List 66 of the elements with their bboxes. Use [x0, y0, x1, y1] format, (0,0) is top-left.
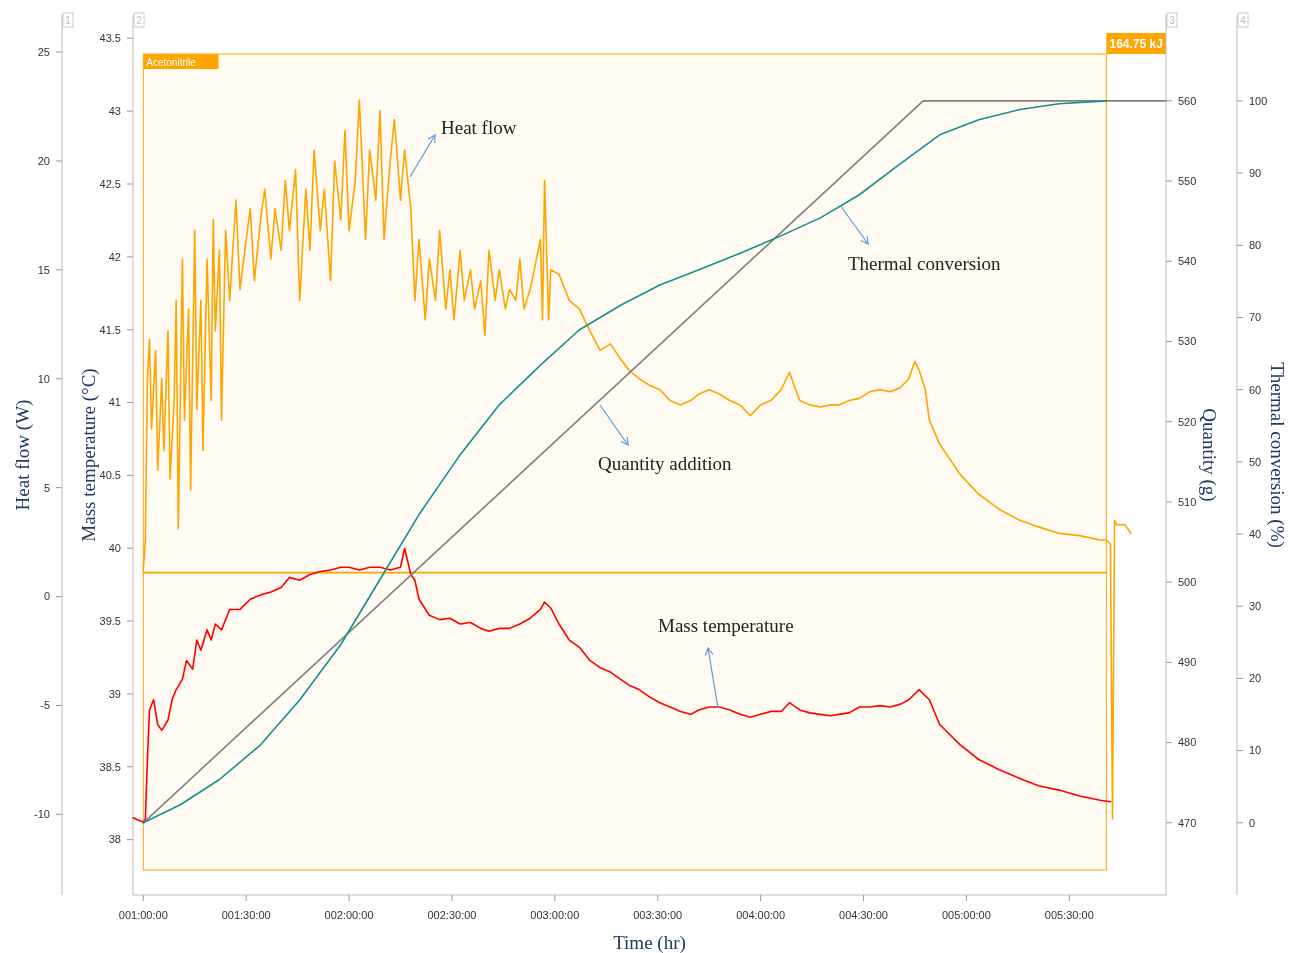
y3-tick-label: 540	[1178, 255, 1197, 268]
y3-tick-label: 560	[1178, 94, 1197, 107]
y-tick-label: 100	[1249, 94, 1268, 107]
y-tick-label: -10	[34, 808, 50, 821]
y-tick-label: 30	[1249, 600, 1262, 613]
y2-tick-label: 38	[108, 833, 121, 846]
x-tick-label: 005:30:00	[1044, 909, 1094, 921]
y2-tick-label: 42	[108, 250, 121, 263]
y-axis-title: Thermal conversion (%)	[1266, 362, 1289, 548]
x-tick-label: 001:00:00	[118, 909, 168, 921]
x-tick-label: 002:00:00	[324, 909, 374, 921]
y2-tick-label: 43	[108, 105, 121, 118]
y-axis-title: Heat flow (W)	[11, 399, 34, 511]
y2-tick-label: 39	[108, 687, 121, 700]
y-tick-label: 0	[43, 590, 50, 603]
band-label: Acetonitrile	[146, 57, 197, 68]
text: 1	[65, 15, 72, 26]
y2-axis-title: Mass temperature (°C)	[77, 368, 100, 542]
y-tick-label: 0	[1249, 816, 1256, 829]
y3-tick-label: 530	[1178, 335, 1197, 348]
y2-tick-label: 40.5	[99, 469, 121, 482]
y-tick-label: 10	[1249, 744, 1262, 757]
y-tick-label: 10	[37, 372, 50, 385]
y-tick-label: 5	[43, 481, 50, 494]
x-tick-label: 003:30:00	[633, 909, 683, 921]
text: Thermal conversion	[848, 253, 1001, 274]
y3-tick-label: 510	[1178, 495, 1197, 508]
y2-tick-label: 39.5	[99, 614, 121, 627]
y2-tick-label: 42.5	[99, 177, 121, 190]
y3-tick-label: 520	[1178, 415, 1197, 428]
text: 4	[1240, 15, 1247, 26]
x-tick-label: 002:30:00	[427, 909, 477, 921]
text: 3	[1169, 15, 1176, 26]
text: Mass temperature	[658, 615, 794, 636]
x-tick-label: 003:00:00	[530, 909, 580, 921]
series-label: Quantity addition	[598, 453, 733, 474]
y3-tick-label: 480	[1178, 736, 1197, 749]
y-tick-label: 70	[1249, 311, 1262, 324]
y2-tick-label: 43.5	[99, 32, 121, 45]
y-tick-label: 20	[37, 154, 50, 167]
y2-tick-label: 41	[108, 396, 121, 409]
x-tick-label: 004:00:00	[736, 909, 786, 921]
y-tick-label: 25	[37, 45, 50, 58]
y2-tick-label: 40	[108, 542, 121, 555]
x-tick-label: 001:30:00	[221, 909, 271, 921]
y-tick-label: 50	[1249, 455, 1262, 468]
y-tick-label: 20	[1249, 672, 1262, 685]
y3-tick-label: 500	[1178, 576, 1197, 588]
annotation: 2	[136, 15, 143, 26]
y3-axis-title: Quantity (g)	[1198, 408, 1221, 502]
y-tick-label: -5	[40, 699, 50, 712]
y-tick-label: 60	[1249, 383, 1262, 396]
y2-tick-label: 38.5	[99, 760, 121, 773]
y-tick-label: 80	[1249, 239, 1262, 252]
y3-tick-label: 550	[1178, 174, 1197, 187]
x-axis-title: Time (hr)	[613, 932, 686, 953]
y3-tick-label: 470	[1178, 816, 1197, 829]
x-tick-label: 004:30:00	[839, 909, 888, 921]
text: Heat flow	[441, 117, 517, 138]
y2-tick-label: 41.5	[99, 323, 121, 336]
x-tick-label: 005:00:00	[941, 909, 991, 921]
y3-tick-label: 490	[1178, 656, 1197, 669]
y-tick-label: 40	[1249, 527, 1262, 540]
y-tick-label: 90	[1249, 166, 1262, 179]
y-tick-label: 15	[37, 263, 50, 276]
annotation: 164.75 kJ	[1109, 37, 1163, 51]
